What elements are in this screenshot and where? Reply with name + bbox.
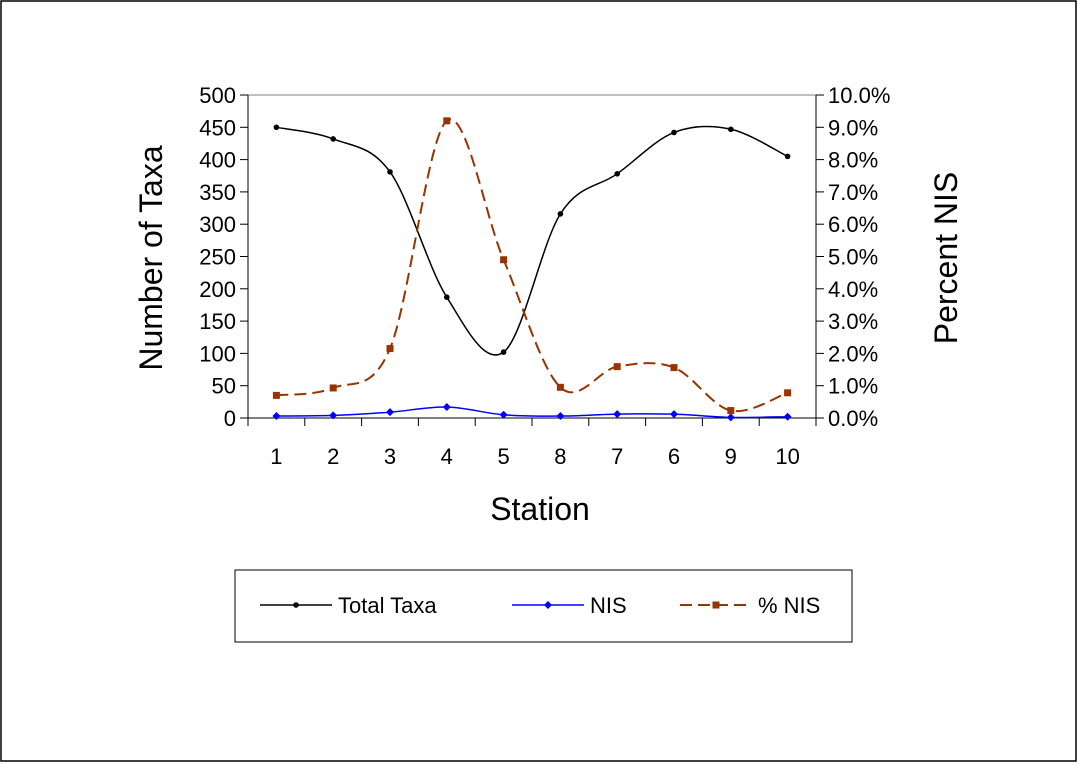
legend-label-nis: NIS — [590, 593, 627, 618]
y-right-tick-label: 3.0% — [828, 309, 878, 334]
x-tick-label: 1 — [270, 444, 282, 469]
data-point-nis — [726, 413, 735, 422]
data-point-nis — [556, 383, 564, 391]
data-point-nis — [784, 389, 792, 397]
y-right-tick-label: 0.0% — [828, 406, 878, 431]
series-line-total-taxa — [276, 125, 788, 356]
data-point-nis — [613, 363, 621, 371]
y-left-tick-label: 450 — [199, 115, 236, 140]
data-point-total-taxa — [444, 294, 450, 300]
series-layer — [272, 117, 792, 422]
legend-marker-nis — [544, 601, 552, 609]
series-nis — [272, 403, 792, 422]
x-axis-ticks: 1 2 3 4 5 8 7 6 9 10 — [247, 418, 817, 469]
data-point-nis — [386, 408, 394, 417]
y-right-tick-label: 7.0% — [828, 180, 878, 205]
y-axis-left-title: Number of Taxa — [133, 145, 169, 371]
y-right-tick-label: 2.0% — [828, 341, 878, 366]
y-left-tick-label: 350 — [199, 180, 236, 205]
x-tick-label: 6 — [668, 444, 680, 469]
y-axis-left-ticks: 0 50 100 150 200 250 300 350 400 450 500 — [199, 83, 248, 431]
data-point-total-taxa — [728, 126, 734, 133]
data-point-nis — [670, 410, 678, 419]
y-left-tick-label: 200 — [199, 277, 236, 302]
x-tick-label: 7 — [611, 444, 623, 469]
data-point-nis — [556, 412, 565, 421]
data-point-total-taxa — [671, 129, 677, 136]
data-point-nis — [499, 410, 508, 419]
data-point-nis — [500, 256, 508, 264]
data-point-nis — [329, 411, 338, 420]
y-right-tick-label: 9.0% — [828, 115, 878, 140]
y-left-tick-label: 0 — [224, 406, 236, 431]
legend-label-total-taxa: Total Taxa — [338, 593, 437, 618]
x-tick-label: 3 — [384, 444, 396, 469]
legend-label-nis: % NIS — [758, 593, 820, 618]
data-point-total-taxa — [614, 171, 620, 177]
data-point-nis — [613, 410, 622, 419]
data-point-total-taxa — [330, 136, 337, 142]
data-point-nis — [783, 412, 792, 421]
y-left-tick-label: 150 — [199, 309, 236, 334]
data-point-nis — [670, 364, 678, 372]
data-point-nis — [329, 384, 337, 392]
y-axis-right-title: Percent NIS — [928, 172, 964, 345]
data-point-nis — [272, 391, 280, 399]
series-total-taxa — [273, 124, 791, 356]
y-left-tick-label: 100 — [199, 341, 236, 366]
y-left-tick-label: 400 — [199, 148, 236, 173]
data-point-nis — [272, 412, 281, 421]
y-right-tick-label: 10.0% — [828, 83, 890, 108]
legend-box — [234, 569, 853, 643]
data-point-nis — [727, 407, 735, 415]
y-axis-right-ticks: 0.0% 1.0% 2.0% 3.0% 4.0% 5.0% 6.0% 7.0% 8.0% 9.0%… — [816, 83, 890, 431]
y-right-tick-label: 6.0% — [828, 212, 878, 237]
x-tick-label: 4 — [441, 444, 453, 469]
y-right-tick-label: 4.0% — [828, 277, 878, 302]
legend-marker-nis — [712, 601, 720, 609]
data-point-nis — [443, 117, 451, 125]
data-point-total-taxa — [500, 349, 507, 355]
x-tick-label: 10 — [775, 444, 799, 469]
data-point-nis — [386, 345, 394, 353]
y-right-tick-label: 5.0% — [828, 245, 878, 270]
data-point-total-taxa — [387, 169, 393, 175]
y-left-tick-label: 250 — [199, 245, 236, 270]
y-right-tick-label: 1.0% — [828, 374, 878, 399]
x-tick-label: 2 — [327, 444, 339, 469]
series-nis — [272, 117, 792, 415]
x-tick-label: 9 — [725, 444, 737, 469]
y-left-tick-label: 50 — [212, 374, 236, 399]
y-left-tick-label: 300 — [199, 212, 236, 237]
legend-marker-total-taxa — [293, 602, 299, 608]
x-tick-label: 8 — [554, 444, 566, 469]
data-point-total-taxa — [557, 211, 564, 217]
x-axis-title: Station — [490, 491, 590, 527]
y-left-tick-label: 500 — [199, 83, 236, 108]
series-line-nis — [276, 406, 788, 419]
x-tick-label: 5 — [497, 444, 509, 469]
data-point-total-taxa — [273, 124, 280, 131]
y-right-tick-label: 8.0% — [828, 148, 878, 173]
data-point-nis — [442, 403, 451, 412]
data-point-total-taxa — [784, 153, 791, 160]
legend: Total Taxa NIS % NIS — [234, 569, 853, 643]
